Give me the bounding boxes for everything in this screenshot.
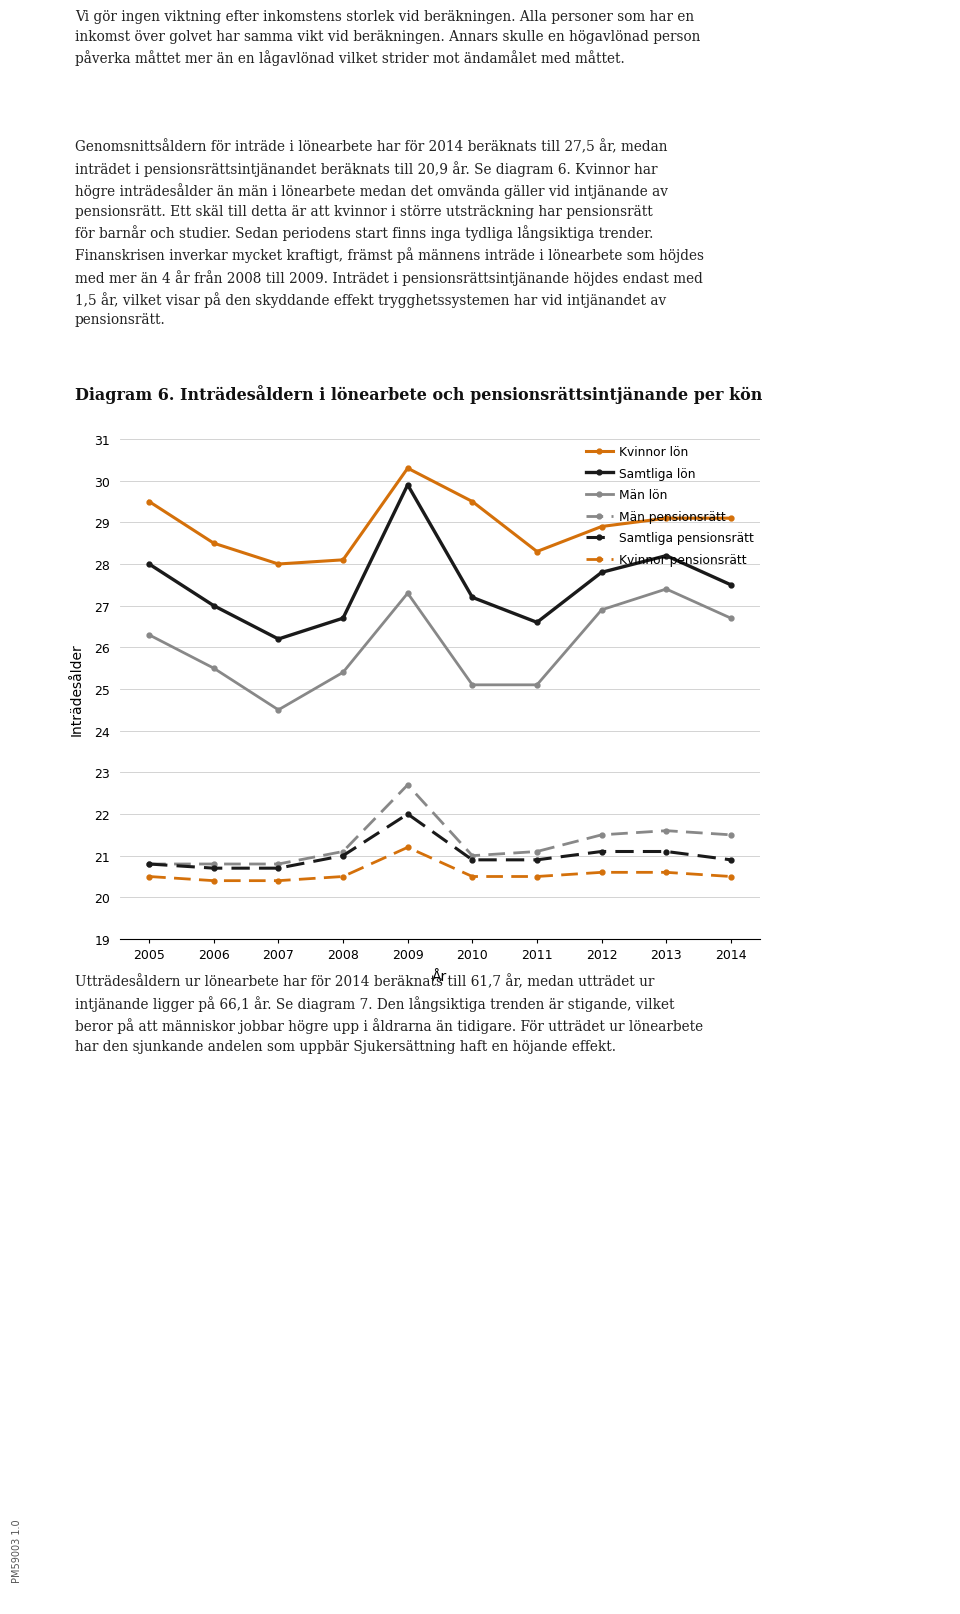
Text: PM59003 1.0: PM59003 1.0 — [12, 1519, 21, 1582]
Legend: Kvinnor lön, Samtliga lön, Män lön, Män pensionsrätt, Samtliga pensionsrätt, Kvi: Kvinnor lön, Samtliga lön, Män lön, Män … — [586, 445, 754, 567]
X-axis label: År: År — [432, 970, 447, 985]
Text: Utträdesåldern ur lönearbete har för 2014 beräknats till 61,7 år, medan utträdet: Utträdesåldern ur lönearbete har för 201… — [75, 975, 703, 1052]
Text: Diagram 6. Inträdesåldern i lönearbete och pensionsrättsintjänande per kön: Diagram 6. Inträdesåldern i lönearbete o… — [75, 384, 762, 404]
Y-axis label: Inträdesålder: Inträdesålder — [69, 644, 84, 736]
Text: Genomsnittsåldern för inträde i lönearbete har för 2014 beräknats till 27,5 år, : Genomsnittsåldern för inträde i lönearbe… — [75, 140, 704, 328]
Text: Vi gör ingen viktning efter inkomstens storlek vid beräkningen. Alla personer so: Vi gör ingen viktning efter inkomstens s… — [75, 10, 701, 66]
